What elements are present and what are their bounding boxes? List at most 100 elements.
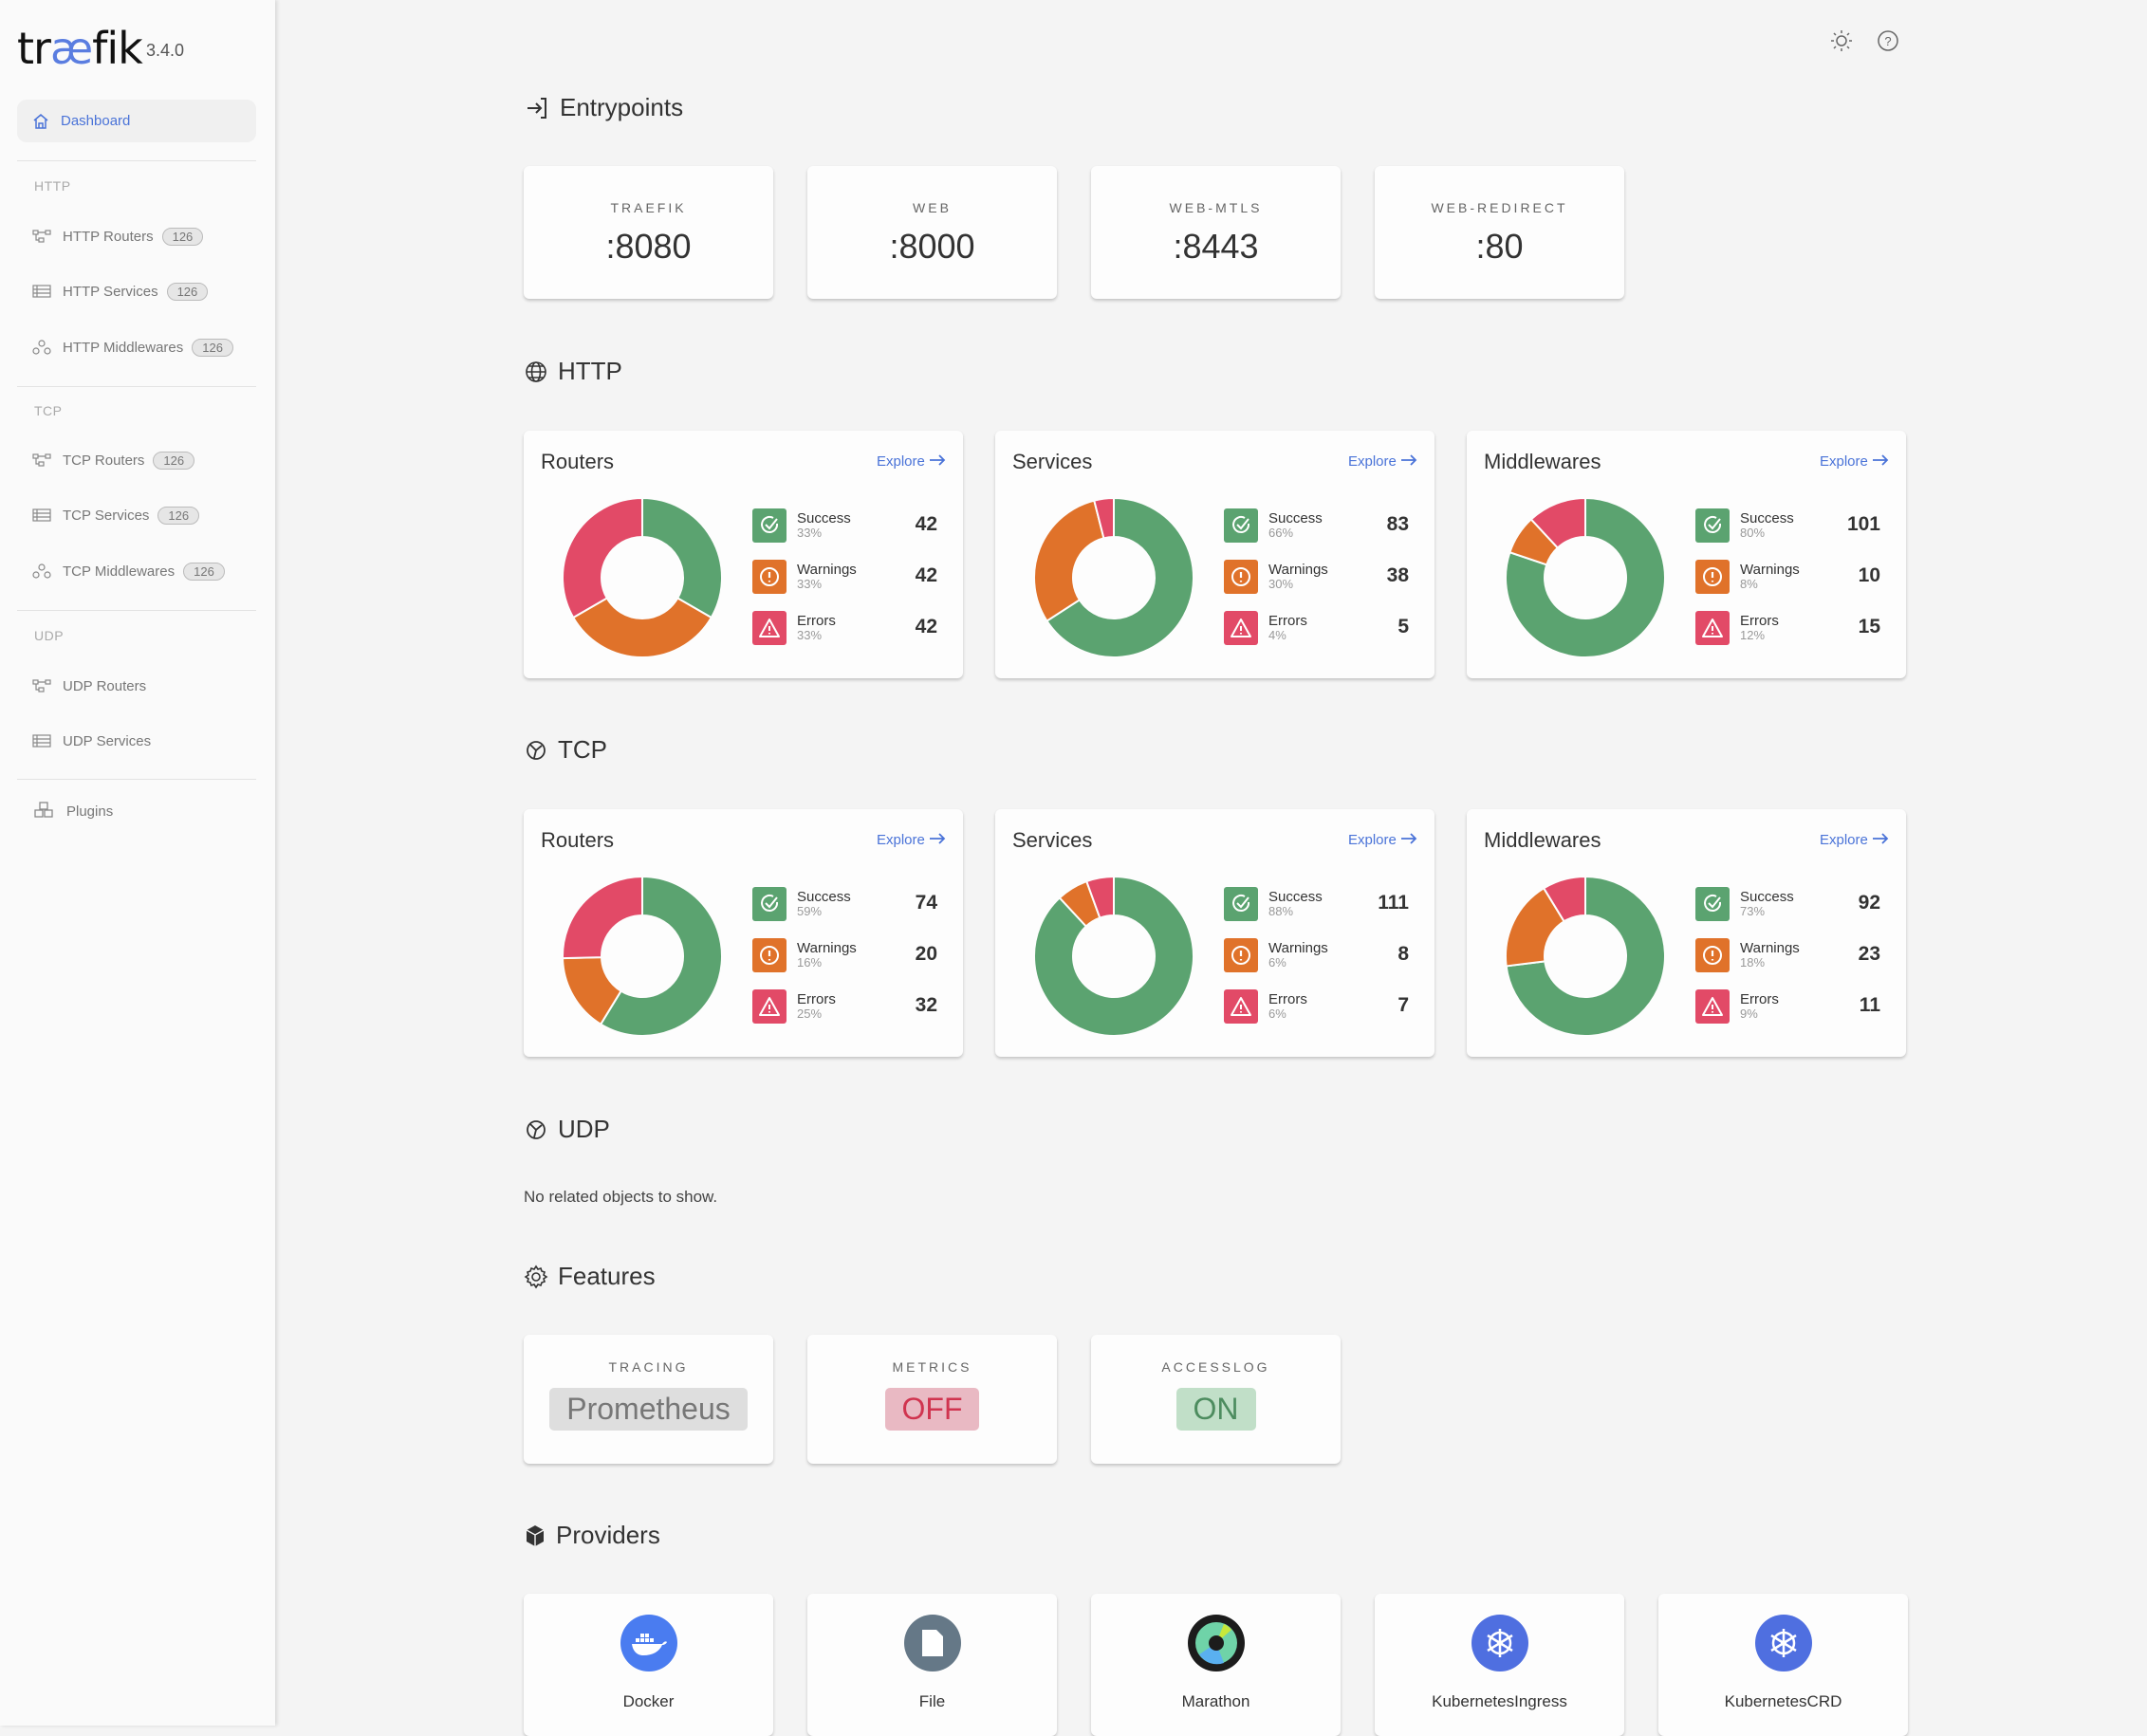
exclamation-circle-icon [760, 946, 779, 965]
services-icon [32, 734, 51, 748]
status-donut-chart [1505, 875, 1666, 1037]
routers-icon [32, 679, 51, 693]
legend-row-errors: Errors 12% 15 [1695, 611, 1880, 645]
kubernetes-icon [1754, 1615, 1812, 1671]
middlewares-icon [32, 563, 51, 579]
sidebar: træfik 3.4.0 Dashboard HTTP HTTP Routers 1… [0, 0, 275, 1726]
status-donut-chart [562, 496, 723, 658]
sidebar-item-http-middlewares[interactable]: HTTP Middlewares 126 [32, 335, 233, 360]
section-title: HTTP [558, 357, 622, 385]
sidebar-item-tcp-services[interactable]: TCP Services 126 [32, 503, 200, 527]
sidebar-item-tcp-middlewares[interactable]: TCP Middlewares 126 [32, 559, 225, 583]
provider-name: KubernetesIngress [1432, 1692, 1567, 1710]
legend-count: 10 [1858, 564, 1880, 586]
explore-label: Explore [1347, 832, 1397, 848]
legend-row-success: Success 73% 92 [1695, 887, 1880, 921]
legend-percent: 73% [1740, 904, 1766, 918]
donut-slice-errors[interactable] [1529, 496, 1586, 549]
explore-label: Explore [876, 832, 925, 848]
sidebar-item-http-routers[interactable]: HTTP Routers 126 [32, 224, 204, 249]
legend-row-success: Success 59% 74 [752, 887, 937, 921]
sidebar-item-label: HTTP Routers [63, 228, 154, 245]
donut-slice-warnings[interactable] [1033, 499, 1105, 622]
help-icon[interactable]: ? [1876, 28, 1900, 53]
donut-slice-errors[interactable] [1542, 875, 1586, 923]
docker-icon [620, 1615, 677, 1671]
plugins-icon [34, 802, 53, 818]
warning-triangle-icon [1702, 997, 1723, 1016]
divider [17, 610, 256, 611]
legend-percent: 6% [1268, 955, 1286, 970]
traefik-logo[interactable]: træfik [17, 23, 143, 74]
donut-slice-warnings[interactable] [571, 597, 713, 658]
legend-row-warnings: Warnings 33% 42 [752, 560, 937, 594]
donut-slice-success[interactable] [641, 496, 723, 619]
count-badge: 126 [161, 227, 204, 246]
entrypoint-name: WEB-MTLS [1169, 200, 1263, 215]
entrypoint-name: TRAEFIK [610, 200, 687, 215]
warnings-icon-box [1224, 560, 1258, 594]
warnings-icon-box [752, 938, 787, 972]
sidebar-item-plugins[interactable]: Plugins [32, 799, 113, 823]
donut-slice-success[interactable] [1505, 496, 1666, 658]
section-title: UDP [558, 1115, 610, 1143]
explore-link[interactable]: Explore [1820, 832, 1889, 848]
warning-triangle-icon [1231, 619, 1251, 637]
sidebar-item-label: TCP Middlewares [63, 563, 176, 580]
entrypoint-port: :8000 [889, 227, 975, 266]
legend-percent: 80% [1740, 526, 1766, 540]
donut-slice-success[interactable] [599, 875, 723, 1037]
sidebar-item-dashboard[interactable]: Dashboard [17, 100, 256, 142]
donut-slice-success[interactable] [1033, 875, 1194, 1037]
explore-link[interactable]: Explore [1348, 453, 1417, 470]
provider-name: KubernetesCRD [1724, 1692, 1842, 1710]
legend-label: Success [1740, 889, 1794, 905]
middlewares-icon [32, 340, 51, 355]
cube-icon [526, 1524, 545, 1546]
legend-row-warnings: Warnings 8% 10 [1695, 560, 1880, 594]
feature-card-metrics: METRICS OFF [807, 1335, 1057, 1464]
explore-link[interactable]: Explore [1820, 453, 1889, 470]
legend-row-errors: Errors 4% 5 [1224, 611, 1409, 645]
file-icon [903, 1615, 961, 1671]
sidebar-item-udp-services[interactable]: UDP Services [32, 729, 151, 753]
donut-slice-success[interactable] [1046, 496, 1194, 658]
donut-slice-errors[interactable] [1084, 875, 1115, 919]
sidebar-item-http-services[interactable]: HTTP Services 126 [32, 279, 209, 304]
legend-count: 32 [915, 994, 937, 1016]
donut-slice-errors[interactable] [562, 496, 643, 619]
feature-card-tracing: TRACING Prometheus [524, 1335, 773, 1464]
check-circle-icon [1232, 515, 1250, 533]
sidebar-item-udp-routers[interactable]: UDP Routers [32, 674, 146, 698]
exclamation-circle-icon [760, 567, 779, 586]
count-badge: 126 [153, 451, 195, 470]
entrypoint-port: :80 [1475, 227, 1524, 266]
legend-label: Success [1268, 510, 1323, 526]
network-icon [527, 1119, 546, 1139]
legend-label: Success [797, 889, 851, 905]
legend-percent: 25% [797, 1007, 823, 1021]
errors-icon-box [1224, 611, 1258, 645]
feature-value: OFF [884, 1388, 980, 1431]
home-icon [33, 113, 48, 129]
explore-link[interactable]: Explore [877, 832, 946, 848]
legend-row-warnings: Warnings 16% 20 [752, 938, 937, 972]
errors-icon-box [1695, 989, 1730, 1024]
donut-slice-errors[interactable] [1093, 496, 1115, 540]
entrypoint-port: :8443 [1173, 227, 1259, 266]
http-middlewares-card: Middlewares Explore Success 80% 101 Warn… [1467, 431, 1906, 678]
legend-count: 42 [915, 513, 937, 535]
legend-count: 111 [1378, 892, 1409, 914]
explore-link[interactable]: Explore [1348, 832, 1417, 848]
card-title: Routers [541, 828, 615, 852]
theme-toggle-sun-icon[interactable] [1829, 28, 1854, 53]
explore-link[interactable]: Explore [877, 453, 946, 470]
legend-percent: 30% [1268, 577, 1294, 591]
arrow-right-icon [1873, 833, 1889, 844]
sidebar-item-tcp-routers[interactable]: TCP Routers 126 [32, 448, 195, 472]
donut-slice-success[interactable] [1505, 875, 1666, 1037]
entrypoint-name: WEB-REDIRECT [1431, 200, 1568, 215]
card-title: Routers [541, 450, 615, 473]
donut-slice-errors[interactable] [562, 875, 643, 960]
globe-icon [526, 360, 546, 382]
